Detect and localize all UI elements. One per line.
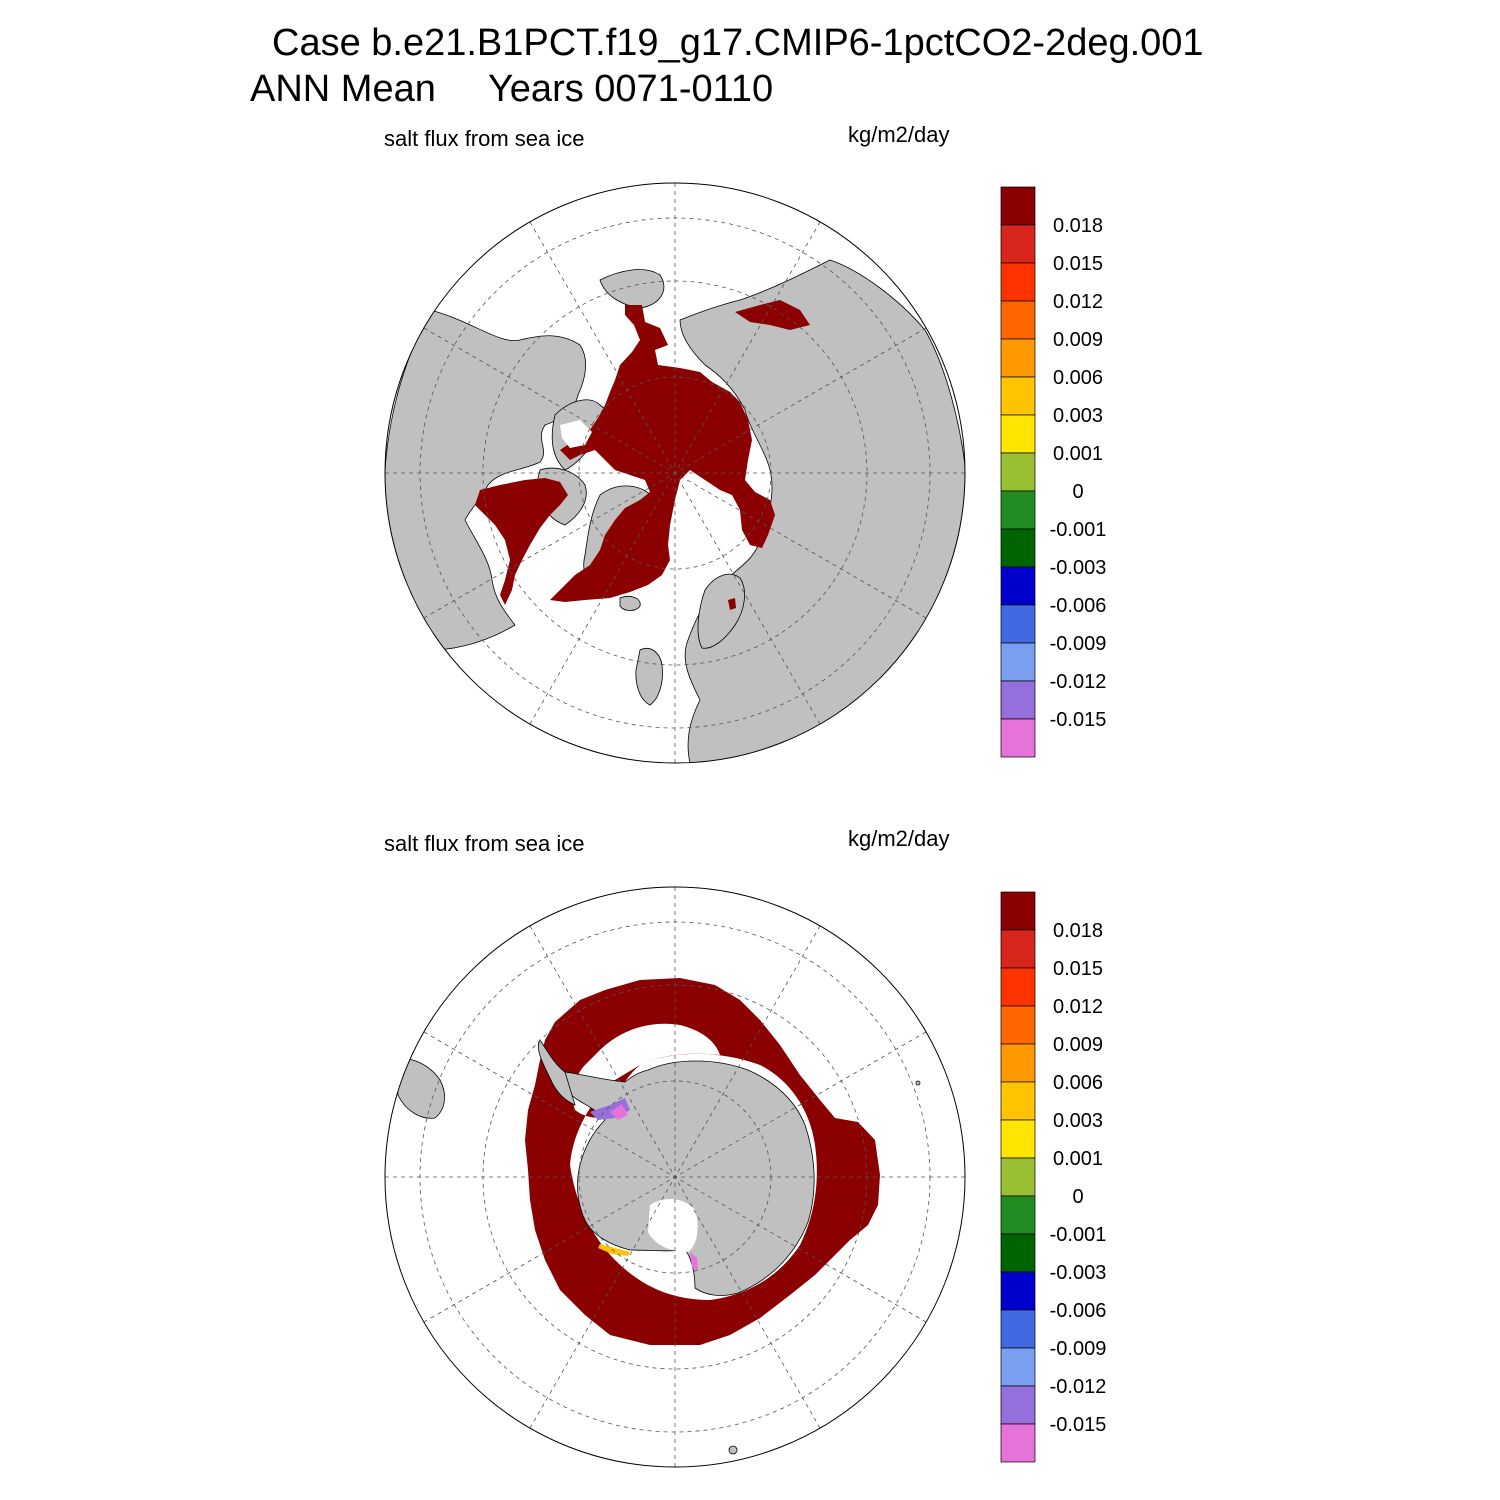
nh-colorbar-tick-label: -0.012: [1050, 671, 1107, 693]
nh-colorbar-tick-label: 0.015: [1053, 253, 1103, 275]
nh-open-water-channels: [560, 420, 592, 448]
figure-title-period: ANN Mean Years 0071-0110: [250, 68, 774, 110]
sh-colorbar-tick-label: 0.009: [1053, 1034, 1103, 1056]
sh-colorbar-swatch: [1000, 1309, 1036, 1349]
sh-colorbar-tick-label: -0.015: [1050, 1414, 1107, 1436]
sh-polar-map: [384, 886, 966, 1468]
sh-colorbar-tick-label: 0.001: [1053, 1148, 1103, 1170]
nh-salt-flux-hudson-bay: [475, 478, 568, 605]
nh-salt-flux-okhotsk: [735, 300, 810, 330]
nh-colorbar-tick-label: 0: [1072, 481, 1083, 503]
nh-colorbar-tick-label: -0.003: [1050, 557, 1107, 579]
sh-variable-label: salt flux from sea ice: [384, 831, 585, 856]
sh-colorbar-tick-label: 0.018: [1053, 920, 1103, 942]
nh-map-border: [384, 182, 966, 764]
sh-colorbar-tick-label: 0: [1072, 1186, 1083, 1208]
sh-land-antarctic-peninsula: [537, 1039, 576, 1106]
nh-colorbar-swatch: [1000, 718, 1036, 758]
nh-colorbar-tick-label: -0.001: [1050, 519, 1107, 541]
nh-colorbar-tick-label: -0.009: [1050, 633, 1107, 655]
nh-colorbar-swatch: [1000, 566, 1036, 606]
nh-colorbar-swatch: [1000, 376, 1036, 416]
nh-salt-flux-baltic: [728, 598, 736, 610]
sh-units-label: kg/m2/day: [848, 826, 950, 851]
nh-colorbar-swatch: [1000, 642, 1036, 682]
sh-salt-flux-ring: [525, 978, 880, 1345]
nh-colorbar-tick-label: 0.018: [1053, 215, 1103, 237]
sh-colorbar-swatch: [1000, 1119, 1036, 1159]
nh-graticule: [385, 183, 965, 763]
sh-colorbar-tick-label: 0.006: [1053, 1072, 1103, 1094]
sh-colorbar-tick-label: 0.003: [1053, 1110, 1103, 1132]
sh-colorbar-swatch: [1000, 929, 1036, 969]
sh-edge-amundsen-fringe: [598, 1244, 630, 1256]
nh-colorbar-swatch: [1000, 262, 1036, 302]
sh-colorbar-swatch: [1000, 1385, 1036, 1425]
sh-colorbar-swatch: [1000, 1043, 1036, 1083]
nh-colorbar-swatch: [1000, 414, 1036, 454]
nh-land-british-isles: [635, 648, 663, 706]
sh-colorbar-swatch: [1000, 1005, 1036, 1045]
nh-colorbar-tick-label: 0.012: [1053, 291, 1103, 313]
nh-colorbar-tick-label: 0.009: [1053, 329, 1103, 351]
sh-colorbar-swatch: [1000, 1195, 1036, 1235]
sh-colorbar: 0.018 0.015 0.012 0.009 0.006 0.003 0.001 0 -0.0…: [1000, 891, 1107, 1463]
sh-colorbar-tick-label: -0.001: [1050, 1224, 1107, 1246]
nh-land-iceland: [619, 596, 641, 611]
sh-colorbar-swatch: [1000, 891, 1036, 931]
nh-colorbar-swatch: [1000, 528, 1036, 568]
sh-colorbar-tick-label: 0.015: [1053, 958, 1103, 980]
sh-colorbar-swatch: [1000, 1423, 1036, 1463]
nh-colorbar-swatch: [1000, 338, 1036, 378]
sh-colorbar-swatch: [1000, 967, 1036, 1007]
sh-land-south-america: [394, 1058, 445, 1119]
nh-colorbar-swatch: [1000, 604, 1036, 644]
nh-salt-flux-arctic-basin: [550, 305, 775, 602]
nh-colorbar-swatch: [1000, 300, 1036, 340]
sh-colorbar-swatch: [1000, 1271, 1036, 1311]
nh-units-label: kg/m2/day: [848, 122, 950, 147]
sh-land-island-kerguelen: [915, 1080, 921, 1086]
sh-colorbar-tick-label: -0.009: [1050, 1338, 1107, 1360]
nh-colorbar-tick-label: -0.006: [1050, 595, 1107, 617]
sh-colorbar-tick-label: 0.012: [1053, 996, 1103, 1018]
sh-colorbar-tick-label: -0.006: [1050, 1300, 1107, 1322]
nh-colorbar-swatch: [1000, 186, 1036, 226]
nh-colorbar-tick-label: 0.001: [1053, 443, 1103, 465]
sh-colorbar-swatch: [1000, 1233, 1036, 1273]
sh-colorbar-swatch: [1000, 1081, 1036, 1121]
sh-map-border: [384, 886, 966, 1468]
sh-land-island-nz: [728, 1445, 738, 1455]
sh-colorbar-swatch: [1000, 1347, 1036, 1387]
nh-colorbar-tick-label: -0.015: [1050, 709, 1107, 731]
nh-colorbar-swatch: [1000, 680, 1036, 720]
figure-title-case: Case b.e21.B1PCT.f19_g17.CMIP6-1pctCO2-2…: [272, 22, 1204, 64]
sh-edge-weddell-pink: [610, 1104, 628, 1120]
nh-colorbar-swatch: [1000, 452, 1036, 492]
nh-colorbar: 0.018 0.015 0.012 0.009 0.006 0.003 0.001 0 -0.0…: [1000, 186, 1107, 758]
sh-edge-ross-fringe: [690, 1252, 698, 1270]
sh-graticule: [385, 887, 965, 1467]
sh-open-water-ross: [648, 1198, 698, 1252]
sh-colorbar-swatch: [1000, 1157, 1036, 1197]
nh-land-scandinavia: [697, 573, 745, 649]
nh-colorbar-swatch: [1000, 490, 1036, 530]
nh-colorbar-tick-label: 0.003: [1053, 405, 1103, 427]
nh-land-chukotka: [599, 269, 665, 309]
nh-polar-map: [384, 182, 966, 764]
sh-colorbar-tick-label: -0.003: [1050, 1262, 1107, 1284]
nh-variable-label: salt flux from sea ice: [384, 126, 585, 151]
nh-colorbar-tick-label: 0.006: [1053, 367, 1103, 389]
nh-colorbar-swatch: [1000, 224, 1036, 264]
sh-colorbar-tick-label: -0.012: [1050, 1376, 1107, 1398]
